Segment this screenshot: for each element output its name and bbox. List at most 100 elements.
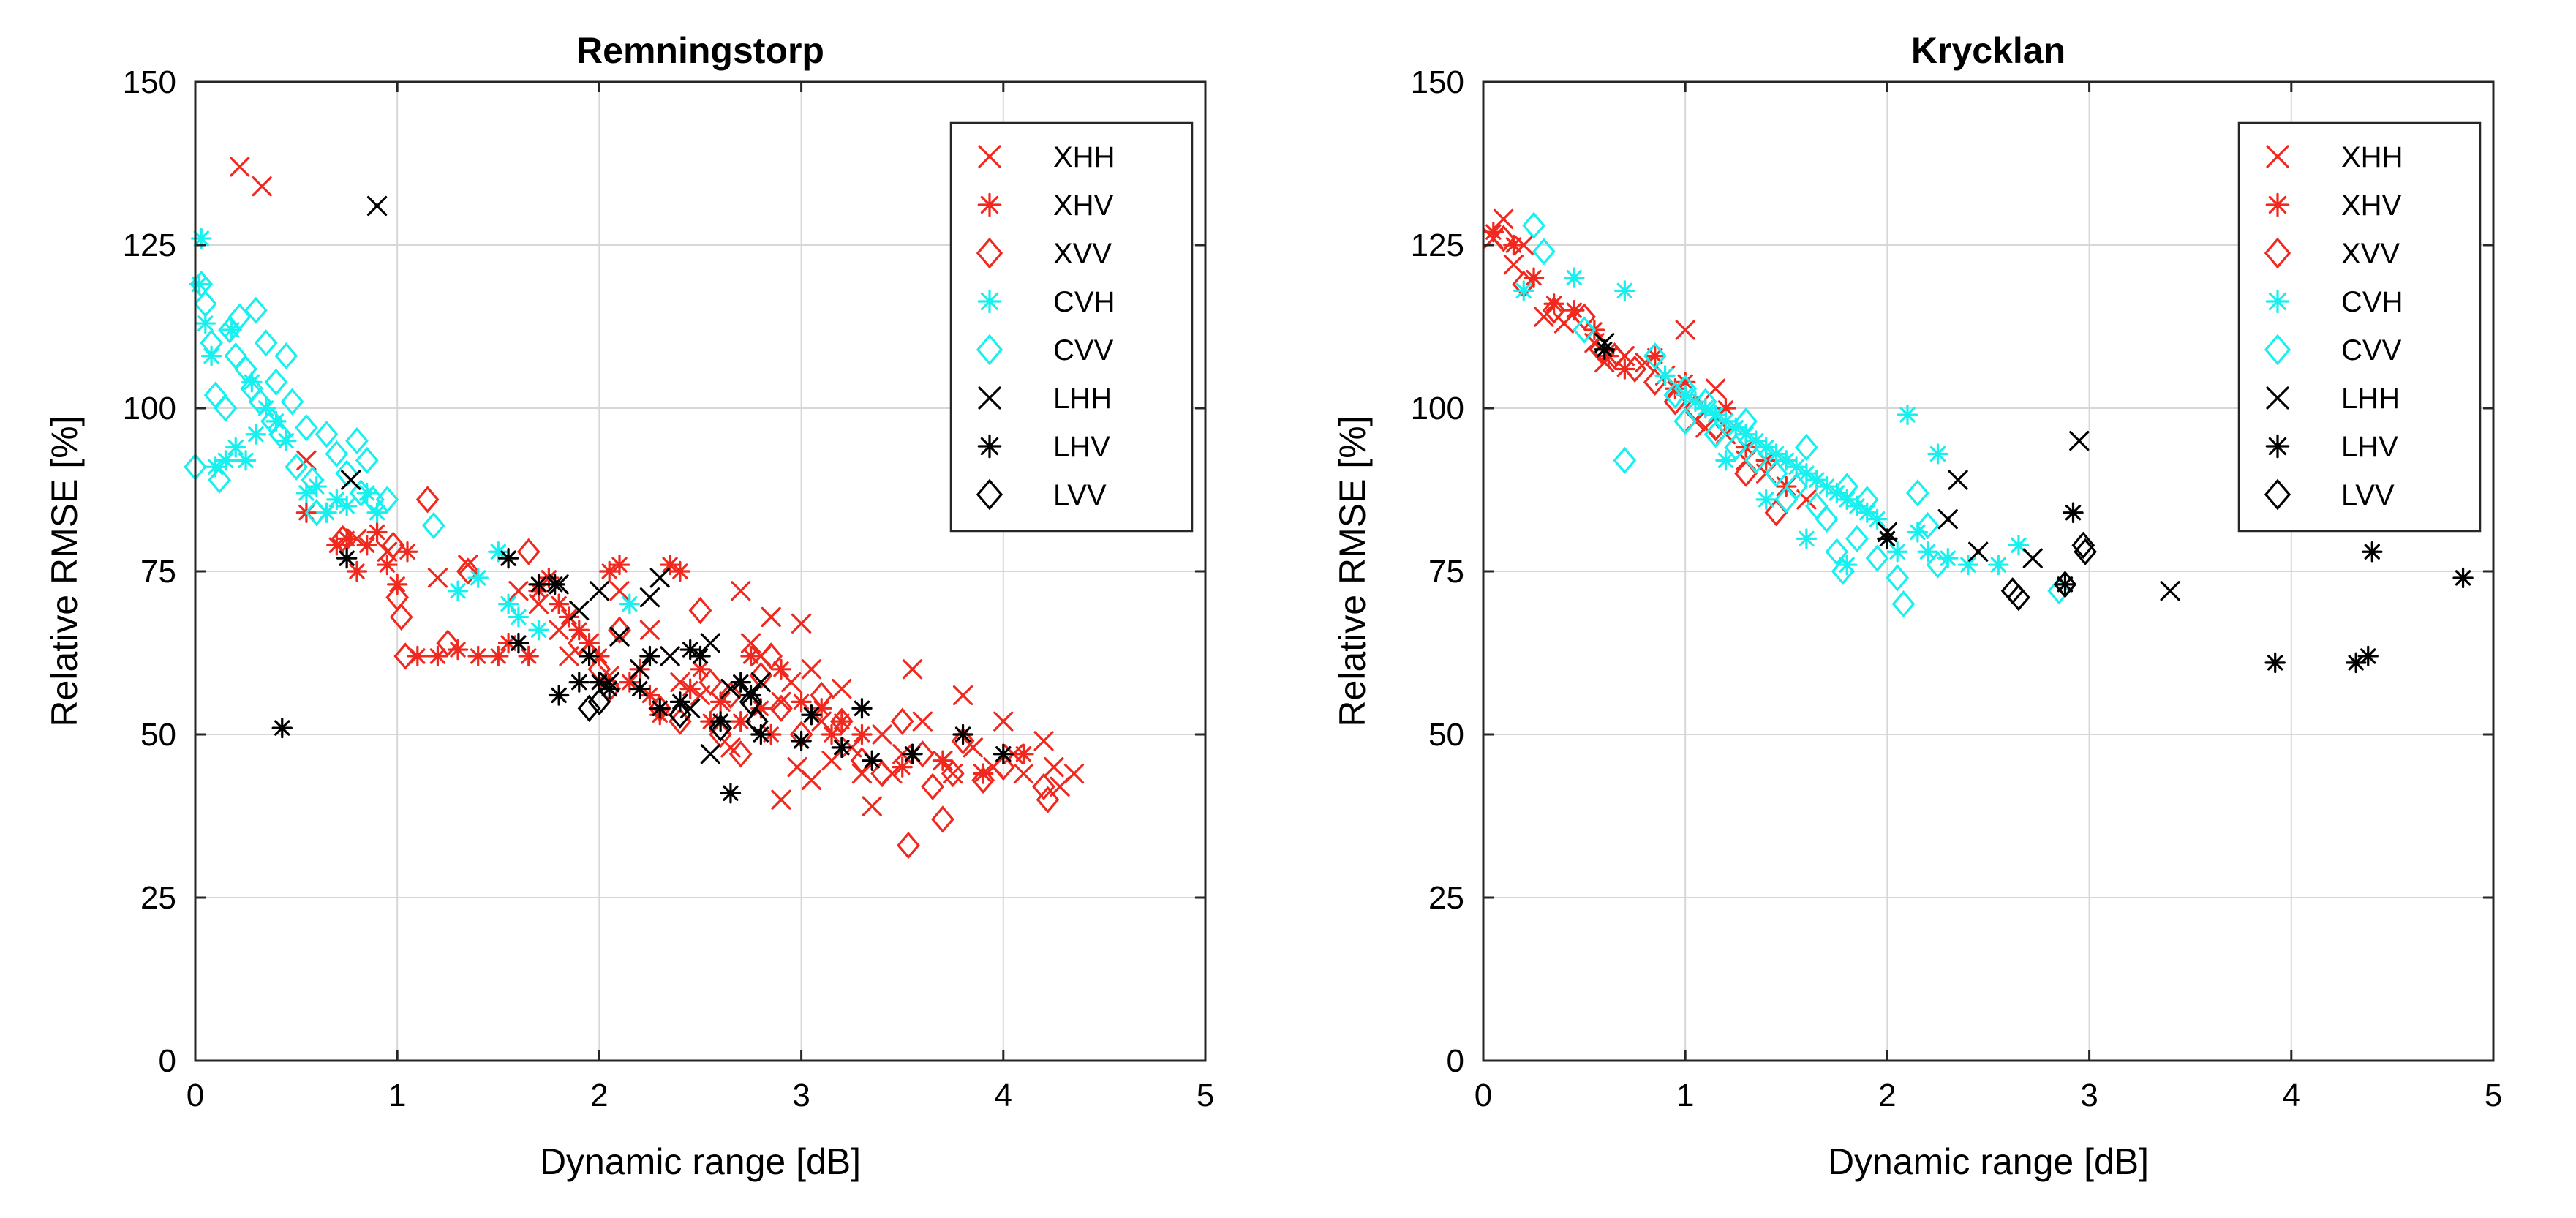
data-point-lhh — [1968, 541, 1989, 562]
data-point-xhv — [427, 645, 448, 667]
data-point-cvh — [1887, 541, 1908, 563]
data-point-cvh — [245, 424, 267, 445]
legend-label: LVV — [1053, 479, 1107, 511]
data-point-lvv — [2074, 538, 2097, 565]
y-tick-label: 100 — [123, 391, 176, 426]
y-tick-label: 25 — [1428, 880, 1464, 916]
legend-entry-lvv: LVV — [2264, 478, 2395, 511]
data-point-lvv — [739, 688, 763, 716]
data-point-xhv — [548, 593, 570, 614]
data-point-xvv — [516, 538, 541, 565]
data-point-cvh — [1776, 450, 1797, 471]
legend-label: CVH — [2341, 286, 2403, 318]
legend-entry-cvh: CVH — [977, 286, 1115, 318]
data-point-xhv — [377, 554, 398, 576]
data-point-cvv — [375, 486, 399, 514]
data-point-xhv — [821, 723, 843, 745]
data-point-xvv — [991, 753, 1015, 781]
data-point-xhh — [1534, 307, 1554, 327]
data-point-xhh — [902, 659, 923, 680]
data-point-cvv — [295, 414, 318, 442]
y-tick-label: 100 — [1411, 391, 1464, 426]
data-point-xhh — [508, 581, 529, 601]
data-point-xhh — [639, 620, 660, 640]
data-point-xvv — [567, 629, 591, 657]
data-point-lhh — [366, 195, 388, 217]
legend-box — [949, 121, 1194, 533]
data-point-cvv — [315, 421, 339, 448]
data-point-lhv — [862, 750, 883, 771]
y-tick-label: 75 — [140, 554, 176, 590]
data-point-cvh — [467, 567, 489, 589]
data-point-cvh — [1897, 404, 1918, 426]
data-point-xhv — [1674, 372, 1696, 393]
data-point-xhh — [1063, 763, 1085, 784]
data-point-xvv — [921, 772, 944, 801]
data-point-lhh — [1937, 509, 1958, 530]
data-point-lhv — [508, 632, 530, 654]
series-lhv — [271, 547, 1014, 804]
data-point-lhh — [341, 470, 361, 490]
data-point-lvv — [577, 694, 601, 722]
legend-entry-lhh: LHH — [978, 383, 1112, 415]
data-point-cvv — [285, 453, 308, 481]
x-tick-label: 1 — [1676, 1078, 1694, 1113]
data-point-cvv — [422, 511, 445, 540]
data-point-xvv — [719, 681, 742, 710]
data-point-cvv — [1795, 433, 1818, 462]
legend-entry-lhv: LHV — [977, 431, 1110, 463]
legend-marker-lhv — [977, 434, 1002, 459]
data-point-lhv — [2357, 645, 2379, 667]
data-point-xhh — [993, 711, 1014, 732]
series-lvv — [2000, 531, 2097, 612]
data-point-lhv — [568, 672, 590, 693]
legend-marker-lhv — [2265, 434, 2290, 459]
data-point-xhh — [952, 685, 973, 706]
legend-marker-cvv — [976, 334, 1003, 366]
x-axis-label: Dynamic range [dB] — [540, 1141, 861, 1182]
y-tick-label: 0 — [1447, 1043, 1464, 1079]
data-series — [184, 157, 1085, 860]
x-axis: 0 1 2 3 4 5 — [1475, 82, 2502, 1113]
data-point-xvv — [728, 740, 753, 768]
data-point-cvv — [1825, 538, 1849, 565]
x-tick-label: 2 — [590, 1078, 608, 1113]
legend-label: LHV — [1053, 431, 1110, 463]
data-point-lvv — [2007, 584, 2030, 612]
x-tick-label: 3 — [2080, 1078, 2098, 1113]
legend-entry-cvv: CVV — [2264, 334, 2402, 366]
data-point-xhv — [346, 560, 368, 582]
y-tick-label: 0 — [159, 1043, 176, 1079]
data-point-lvv — [2053, 571, 2077, 598]
data-point-xhv — [396, 541, 418, 563]
data-point-xvv — [897, 831, 920, 860]
data-point-cvh — [1867, 508, 1888, 530]
data-point-xvv — [698, 668, 723, 696]
legend-label: XVV — [2341, 238, 2400, 270]
data-point-cvh — [497, 593, 519, 614]
legend-marker-xvv — [2264, 237, 2291, 269]
data-point-lhv — [801, 704, 822, 726]
data-point-xhh — [862, 796, 882, 816]
data-point-xvv — [931, 805, 954, 833]
data-point-cvv — [1613, 446, 1637, 475]
legend-marker-lvv — [976, 478, 1003, 511]
data-point-cvh — [235, 450, 257, 471]
data-point-lhv — [2055, 574, 2076, 595]
data-point-xhv — [831, 710, 853, 732]
data-point-lhv — [730, 672, 751, 693]
y-tick-label: 125 — [1411, 228, 1464, 263]
legend: XHH XHV XVV CVH CVV LHH LHV LVV — [2237, 121, 2482, 533]
legend-marker-xhv — [2265, 192, 2290, 217]
y-axis: 0 25 50 75 100 125 150 — [123, 64, 1205, 1079]
data-point-cvv — [1673, 375, 1698, 402]
y-tick-label: 50 — [1428, 717, 1464, 753]
legend-label: XHH — [1053, 141, 1115, 173]
data-point-lvv — [2071, 531, 2095, 559]
data-point-lhh — [569, 600, 590, 621]
data-point-xvv — [389, 603, 413, 631]
data-point-cvv — [214, 394, 238, 422]
data-point-lhh — [639, 587, 660, 608]
data-point-lhv — [851, 698, 873, 719]
data-point-cvv — [264, 368, 288, 396]
